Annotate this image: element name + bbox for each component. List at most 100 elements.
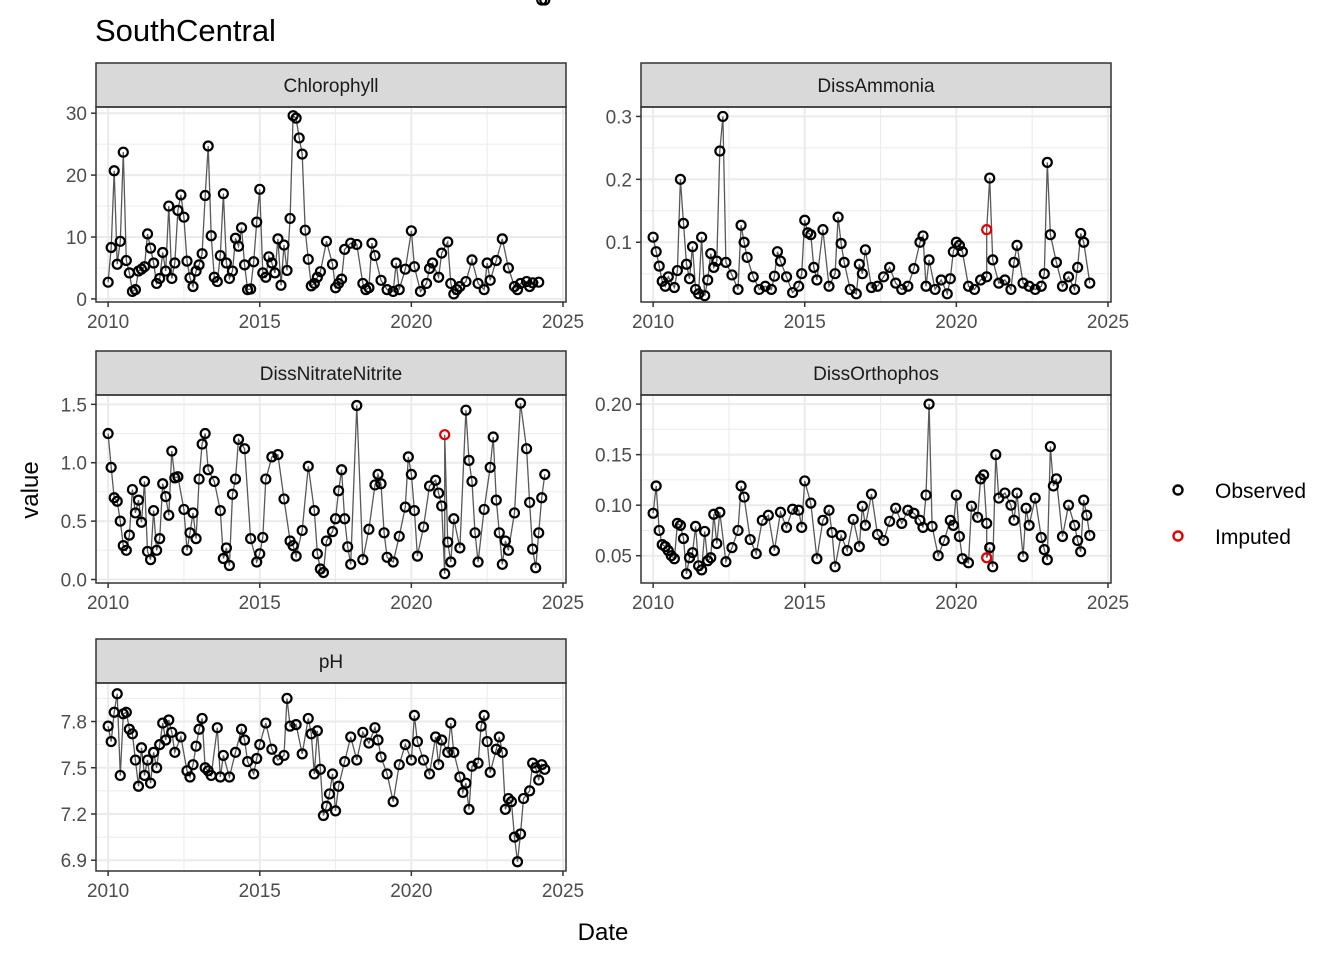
data-point-observed	[229, 746, 242, 758]
data-point-observed	[172, 204, 184, 216]
data-point-observed	[680, 258, 693, 270]
data-point-observed	[466, 254, 478, 266]
data-point-observed	[144, 554, 157, 566]
data-point-observed	[990, 449, 1002, 461]
x-axis-title: Date	[578, 919, 629, 946]
data-point-observed	[472, 556, 484, 568]
data-point-observed	[962, 280, 975, 292]
y-tick-label: 10	[66, 228, 87, 249]
panel-border	[640, 394, 1112, 584]
data-point-observed	[871, 528, 884, 541]
y-tick-label: 20	[66, 166, 87, 187]
data-point-observed	[741, 251, 753, 263]
data-point-observed	[317, 566, 330, 579]
y-tick-label: 0.1	[606, 233, 632, 254]
y-tick-label: 0.20	[595, 395, 632, 416]
data-point-observed	[163, 509, 175, 521]
data-point-observed	[160, 490, 172, 503]
data-point-observed	[357, 554, 369, 566]
data-point-observed	[151, 544, 163, 556]
data-point-observed	[686, 547, 699, 559]
data-point-observed	[829, 268, 841, 280]
data-point-observed	[499, 803, 511, 815]
data-point-observed	[138, 475, 151, 488]
data-point-observed	[166, 445, 178, 457]
data-point-observed	[157, 717, 169, 729]
data-point-observed	[375, 751, 387, 763]
data-point-observed	[890, 277, 902, 289]
data-point-observed	[411, 735, 424, 748]
data-point-observed	[920, 489, 932, 501]
data-point-observed	[308, 505, 320, 517]
x-tick-label: 2015	[239, 312, 281, 333]
data-point-observed	[805, 497, 817, 509]
x-tick-label: 2010	[87, 312, 129, 333]
data-point-observed	[154, 272, 166, 285]
data-point-observed	[530, 562, 542, 574]
data-point-observed	[390, 257, 402, 269]
data-point-observed	[175, 731, 187, 743]
data-point-observed	[144, 242, 157, 254]
data-point-observed	[272, 233, 284, 245]
data-point-observed	[320, 235, 333, 247]
data-point-observed	[953, 530, 965, 543]
data-point-observed	[126, 728, 138, 740]
data-point-observed	[217, 188, 229, 200]
data-point-observed	[269, 267, 281, 279]
data-point-observed	[490, 254, 502, 267]
data-point-observed	[284, 212, 296, 225]
y-tick-label: 0.0	[61, 570, 87, 591]
data-point-observed	[674, 173, 687, 185]
facet-strip-chlorophyll	[95, 62, 567, 108]
data-point-observed	[290, 550, 302, 562]
data-point-observed	[260, 473, 272, 485]
data-point-observed	[1017, 551, 1029, 563]
data-point-observed	[689, 520, 702, 532]
data-point-observed	[411, 550, 424, 562]
data-point-observed	[460, 275, 472, 288]
data-point-observed	[339, 243, 351, 255]
data-point-observed	[284, 720, 296, 732]
data-point-observed	[105, 735, 117, 748]
panel-border	[95, 106, 567, 303]
data-point-observed	[111, 495, 123, 507]
data-point-observed	[226, 488, 239, 500]
facet-strip-label: DissAmmonia	[817, 76, 935, 97]
data-point-observed	[808, 261, 820, 274]
data-point-observed	[1029, 283, 1041, 296]
data-point-observed	[811, 553, 823, 565]
data-point-observed	[787, 503, 799, 515]
data-point-observed	[302, 253, 314, 265]
data-point-observed	[287, 540, 299, 552]
data-point-observed	[484, 766, 496, 778]
data-point-observed	[320, 800, 333, 812]
data-point-observed	[129, 754, 142, 766]
data-point-observed	[817, 224, 829, 236]
data-point-observed	[129, 507, 142, 519]
data-point-observed	[466, 475, 478, 488]
data-point-observed	[856, 268, 868, 280]
data-point-observed	[1008, 256, 1020, 268]
data-point-observed	[1041, 554, 1053, 566]
data-point-observed	[223, 771, 236, 783]
data-point-observed	[248, 768, 260, 780]
data-point-observed	[524, 785, 536, 797]
data-point-observed	[950, 236, 962, 248]
plot-background	[641, 395, 1111, 583]
data-point-observed	[896, 283, 908, 296]
data-point-observed	[363, 282, 375, 294]
data-point-observed	[311, 725, 323, 737]
data-point-observed	[205, 230, 217, 242]
data-point-observed	[487, 431, 499, 443]
data-point-observed	[668, 281, 680, 294]
data-point-observed	[929, 283, 941, 296]
data-point-observed	[108, 165, 120, 177]
data-point-observed	[405, 468, 417, 481]
data-point-observed	[650, 246, 662, 258]
data-point-observed	[478, 503, 490, 516]
data-point-observed	[774, 255, 787, 267]
data-point-observed	[278, 749, 290, 762]
panel-border	[640, 106, 1112, 303]
data-point-observed	[686, 241, 699, 253]
data-point-observed	[702, 555, 714, 567]
